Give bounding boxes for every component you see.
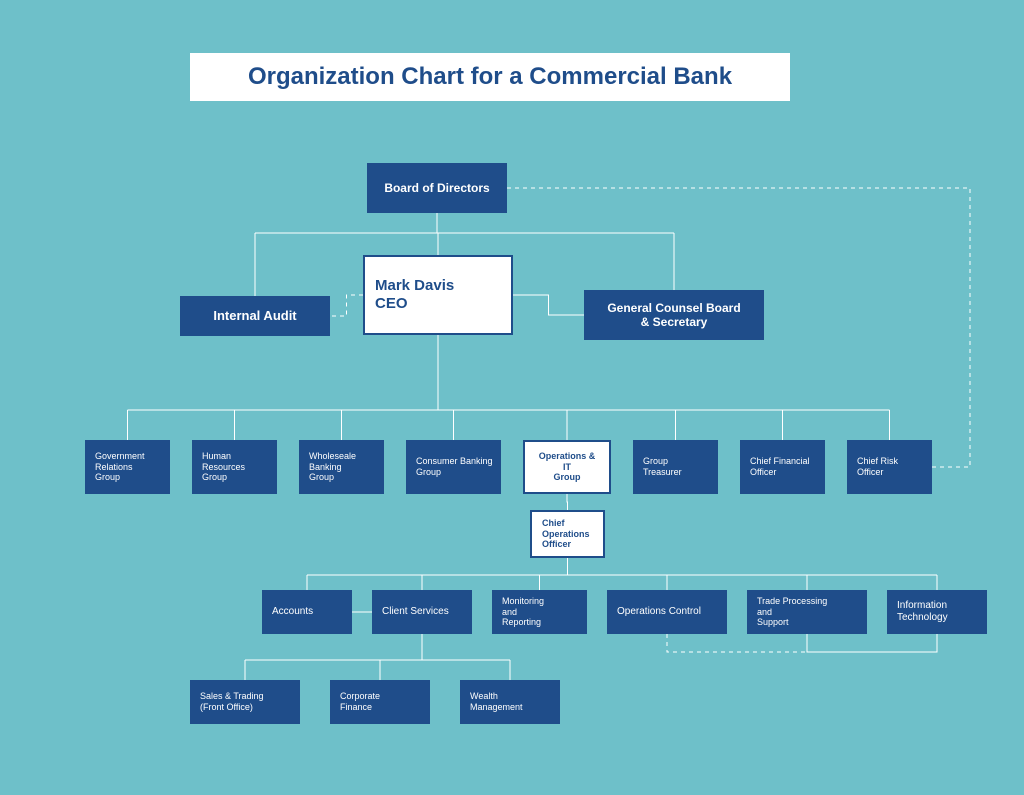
org-node-label: Client Services (382, 606, 449, 618)
org-node-sales: Sales & Trading(Front Office) (190, 680, 300, 724)
org-node-board: Board of Directors (367, 163, 507, 213)
org-node-audit: Internal Audit (180, 296, 330, 336)
org-node-treas: GroupTreasurer (633, 440, 718, 494)
org-node-monitor: MonitoringandReporting (492, 590, 587, 634)
org-node-label: InformationTechnology (897, 600, 948, 624)
org-node-opscontrol: Operations Control (607, 590, 727, 634)
org-node-whole: WholesealeBankingGroup (299, 440, 384, 494)
org-node-wealth: WealthManagement (460, 680, 560, 724)
org-node-counsel: General Counsel Board& Secretary (584, 290, 764, 340)
org-node-label: Accounts (272, 606, 313, 618)
org-node-label: Trade ProcessingandSupport (757, 596, 827, 628)
org-node-label: WholesealeBankingGroup (309, 451, 356, 483)
org-node-accounts: Accounts (262, 590, 352, 634)
org-node-ceo: Mark DavisCEO (363, 255, 513, 335)
org-node-it: InformationTechnology (887, 590, 987, 634)
org-node-label: ChiefOperationsOfficer (542, 518, 590, 550)
chart-title: Organization Chart for a Commercial Bank (190, 53, 790, 101)
org-node-label: Sales & Trading(Front Office) (200, 691, 264, 713)
org-node-opsit: Operations &ITGroup (523, 440, 611, 494)
org-node-label: Chief RiskOfficer (857, 456, 898, 478)
org-node-label: WealthManagement (470, 691, 523, 713)
org-node-cro: Chief RiskOfficer (847, 440, 932, 494)
connector-lines-layer (0, 0, 1024, 795)
org-node-label: Chief FinancialOfficer (750, 456, 810, 478)
org-node-client: Client Services (372, 590, 472, 634)
org-node-label: MonitoringandReporting (502, 596, 544, 628)
org-node-label: Operations &ITGroup (539, 451, 596, 483)
org-node-cfo: Chief FinancialOfficer (740, 440, 825, 494)
org-node-label: HumanResourcesGroup (202, 451, 245, 483)
org-node-corp: CorporateFinance (330, 680, 430, 724)
org-node-label: CorporateFinance (340, 691, 380, 713)
org-node-gov: GovernmentRelationsGroup (85, 440, 170, 494)
org-chart-canvas: Organization Chart for a Commercial Bank… (0, 0, 1024, 795)
org-node-label: Operations Control (617, 606, 701, 618)
org-node-consumer: Consumer BankingGroup (406, 440, 501, 494)
org-node-coo: ChiefOperationsOfficer (530, 510, 605, 558)
org-node-trade: Trade ProcessingandSupport (747, 590, 867, 634)
org-node-hr: HumanResourcesGroup (192, 440, 277, 494)
org-node-label: Board of Directors (384, 181, 489, 195)
org-node-label: Consumer BankingGroup (416, 456, 493, 478)
org-node-label: GroupTreasurer (643, 456, 682, 478)
org-node-label: Mark DavisCEO (375, 277, 454, 313)
org-node-label: Internal Audit (213, 308, 296, 324)
org-node-label: GovernmentRelationsGroup (95, 451, 145, 483)
org-node-label: General Counsel Board& Secretary (607, 301, 740, 330)
